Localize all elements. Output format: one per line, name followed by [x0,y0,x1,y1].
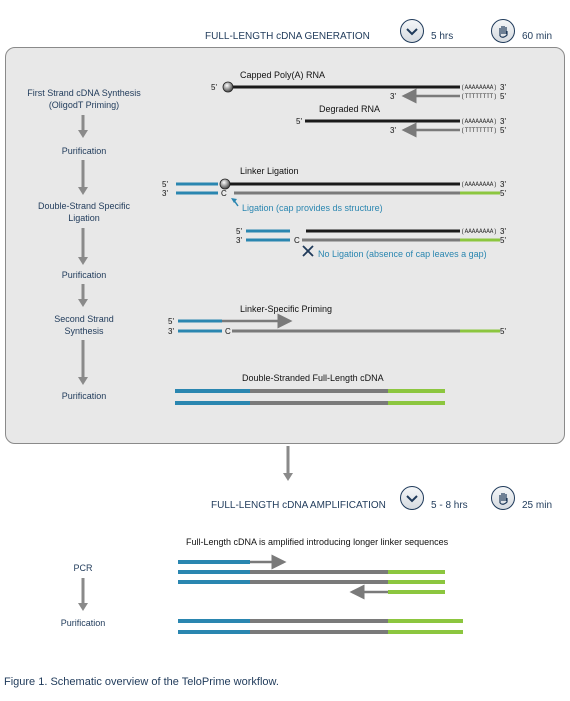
generation-panel [5,47,565,444]
polya: (AAAAAAAA) [461,228,498,235]
amplification-title: FULL-LENGTH cDNA AMPLIFICATION [211,500,386,511]
end-5: 5' [162,180,168,189]
end-5: 5' [500,126,506,135]
clock-icon [400,486,424,510]
amplification-hands-on: 25 min [522,500,553,511]
amplification-time: 5 - 8 hrs [431,500,468,511]
polyt: (TTTTTTTT) [461,93,498,100]
step-purification-4: Purification [60,618,106,628]
step-pcr: PCR [73,563,93,573]
polya: (AAAAAAAA) [461,118,498,125]
end-3: 3' [236,236,242,245]
end-5: 5' [500,92,506,101]
c-nucleotide: C [225,327,231,336]
generation-time: 5 hrs [431,31,454,42]
label-no-ligation: No Ligation (absence of cap leaves a gap… [318,249,487,259]
hand-icon [491,486,515,510]
label-capped-rna: Capped Poly(A) RNA [240,70,326,80]
step-second-strand: Second Strand Synthesis [54,314,114,336]
flow-arrows [78,115,293,611]
end-5: 5' [500,236,506,245]
c-nucleotide: C [294,236,300,245]
step-first-strand: First Strand cDNA Synthesis (OligodT Pri… [27,88,141,110]
polya: (AAAAAAAA) [461,181,498,188]
label-amplification-note: Full-Length cDNA is amplified introducin… [186,537,449,547]
cap-structure-icon [219,178,231,190]
end-3: 3' [390,92,396,101]
end-5: 5' [500,327,506,336]
c-nucleotide: C [221,189,227,198]
step-purification-2: Purification [61,270,107,280]
end-3: 3' [390,126,396,135]
label-linker-ligation: Linker Ligation [240,166,299,176]
generation-title: FULL-LENGTH cDNA GENERATION [205,31,370,42]
cap-structure-icon [222,81,234,93]
no-ligation-x-icon [302,245,314,257]
label-ds-cdna: Double-Stranded Full-Length cDNA [242,373,384,383]
figure-caption: Figure 1. Schematic overview of the Telo… [4,676,279,688]
end-5: 5' [236,227,242,236]
step-purification-3: Purification [61,391,107,401]
polya: (AAAAAAAA) [461,84,498,91]
label-degraded-rna: Degraded RNA [319,104,381,114]
step-purification-1: Purification [61,146,107,156]
end-3: 3' [500,117,506,126]
polyt: (TTTTTTTT) [461,127,498,134]
step-ds-ligation: Double-Strand Specific Ligation [37,201,131,223]
label-linker-priming: Linker-Specific Priming [240,304,333,314]
hand-icon [491,19,515,43]
end-5: 5' [168,317,174,326]
end-5: 5' [500,189,506,198]
end-3: 3' [500,180,506,189]
clock-icon [400,19,424,43]
end-3: 3' [168,327,174,336]
end-5: 5' [296,117,302,126]
end-5: 5' [211,83,217,92]
end-3: 3' [500,227,506,236]
generation-hands-on: 60 min [522,31,553,42]
label-ligation-note: Ligation (cap provides ds structure) [242,203,383,213]
end-3: 3' [500,83,506,92]
end-3: 3' [162,189,168,198]
